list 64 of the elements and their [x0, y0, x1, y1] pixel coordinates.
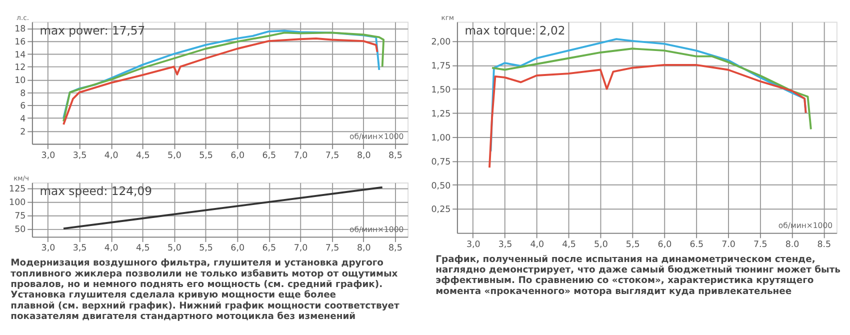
x-tick-label: 5,5	[199, 244, 213, 254]
x-tick-label: 6.5	[690, 240, 704, 250]
y-tick-label: 2,00	[431, 37, 451, 48]
x-tick-label: 8.0	[785, 240, 800, 250]
y-tick-label: 10	[14, 76, 26, 86]
text: Модернизация воздушного фильтра, глушителя и установка другого топливного жиклера позволили не только избавить мотор от ощутимых провалов, но и немного поднять его мощность (см. средний график). Установка глушителя сделала кривую мощности еще более плавной (см. верхний график). Нижний график мощности соответствует показателям двигателя стандартного мотоцикла без изменений	[10, 258, 400, 322]
line-series	[488, 64, 807, 169]
x-tick-label: 6,5	[262, 244, 276, 254]
x-tick-label: 7,5	[325, 244, 340, 254]
y-tick-label: 1,50	[431, 85, 451, 96]
x-tick-label: 7,0	[294, 150, 308, 161]
x-tick-label: 5,5	[199, 150, 213, 161]
x-tick-label: 7,0	[294, 244, 308, 254]
y-tick-label: 1,75	[431, 61, 451, 72]
x-tick-label: 5,0	[168, 150, 182, 161]
x-tick-label: 3,0	[466, 240, 480, 250]
x-tick-label: 3,5	[72, 244, 87, 254]
x-tick-label: 7,5	[325, 150, 340, 161]
y-tick-label: 2	[20, 127, 26, 138]
x-tick-label: 8,5	[388, 150, 402, 161]
y-tick-label: 8	[20, 88, 26, 99]
x-tick-label: 6,0	[230, 244, 245, 254]
y-tick-label: 125	[9, 184, 26, 194]
chart-title: max speed: 124,09	[40, 184, 152, 198]
y-tick-label: 100	[9, 198, 26, 208]
y-tick-label: 6	[20, 102, 26, 112]
y-tick-label: 50	[14, 224, 26, 235]
x-tick-label: 4,5	[136, 150, 150, 161]
y-tick-label: 16	[14, 37, 26, 48]
x-tick-label: 8.5	[817, 240, 832, 250]
x-tick-label: 4,0	[530, 240, 544, 250]
y-tick-label: 1,25	[431, 109, 451, 120]
x-tick-label: 8,0	[356, 244, 371, 254]
y-tick-label: 12	[14, 63, 26, 74]
x-tick-label: 4,0	[104, 244, 118, 254]
x-tick-label: 7.5	[753, 240, 768, 250]
y-tick-label: 18	[14, 24, 26, 35]
x-tick-label: 3,0	[41, 244, 56, 254]
x-tick-label: 4,5	[562, 240, 576, 250]
line-series	[491, 48, 812, 130]
y-tick-label: 4	[20, 114, 26, 124]
x-tick-label: 6,5	[262, 150, 276, 161]
x-tick-label: 5,5	[626, 240, 640, 250]
x-tick-label: 4,5	[136, 244, 150, 254]
x-tick-label: 5,0	[594, 240, 608, 250]
x-tick-label: 4,0	[104, 150, 118, 161]
chart-title: max power: 17,57	[40, 23, 146, 38]
chart-title: max torque: 2,02	[464, 23, 566, 38]
x-tick-label: 3,0	[41, 150, 56, 161]
x-tick-label: 5,0	[168, 244, 182, 254]
y-tick-label: 14	[14, 50, 26, 60]
x-tick-label: 3,5	[72, 150, 87, 161]
text: График, полученный после испытания на динамометрическом стенде, наглядно демонстрирует, что даже самый бюджетный тюнинг может быть эффективным. По сравнению со «стоком», характеристика крутящего момента «прокаченного» мотора выглядит куда привлекательнее	[436, 254, 841, 297]
y-tick-label: 0,75	[431, 157, 451, 168]
x-tick-label: 8,5	[388, 244, 402, 254]
x-tick-label: 6,0	[658, 240, 672, 250]
y-tick-label: 75	[14, 211, 26, 222]
x-tick-label: 3,5	[498, 240, 512, 250]
y-tick-label: 1,00	[431, 133, 451, 144]
y-tick-label: 0,50	[431, 181, 451, 192]
x-tick-label: 7.0	[722, 240, 736, 250]
x-tick-label: 8,0	[356, 150, 371, 161]
x-tick-label: 6,0	[230, 150, 245, 161]
y-tick-label: 0,25	[431, 205, 451, 216]
